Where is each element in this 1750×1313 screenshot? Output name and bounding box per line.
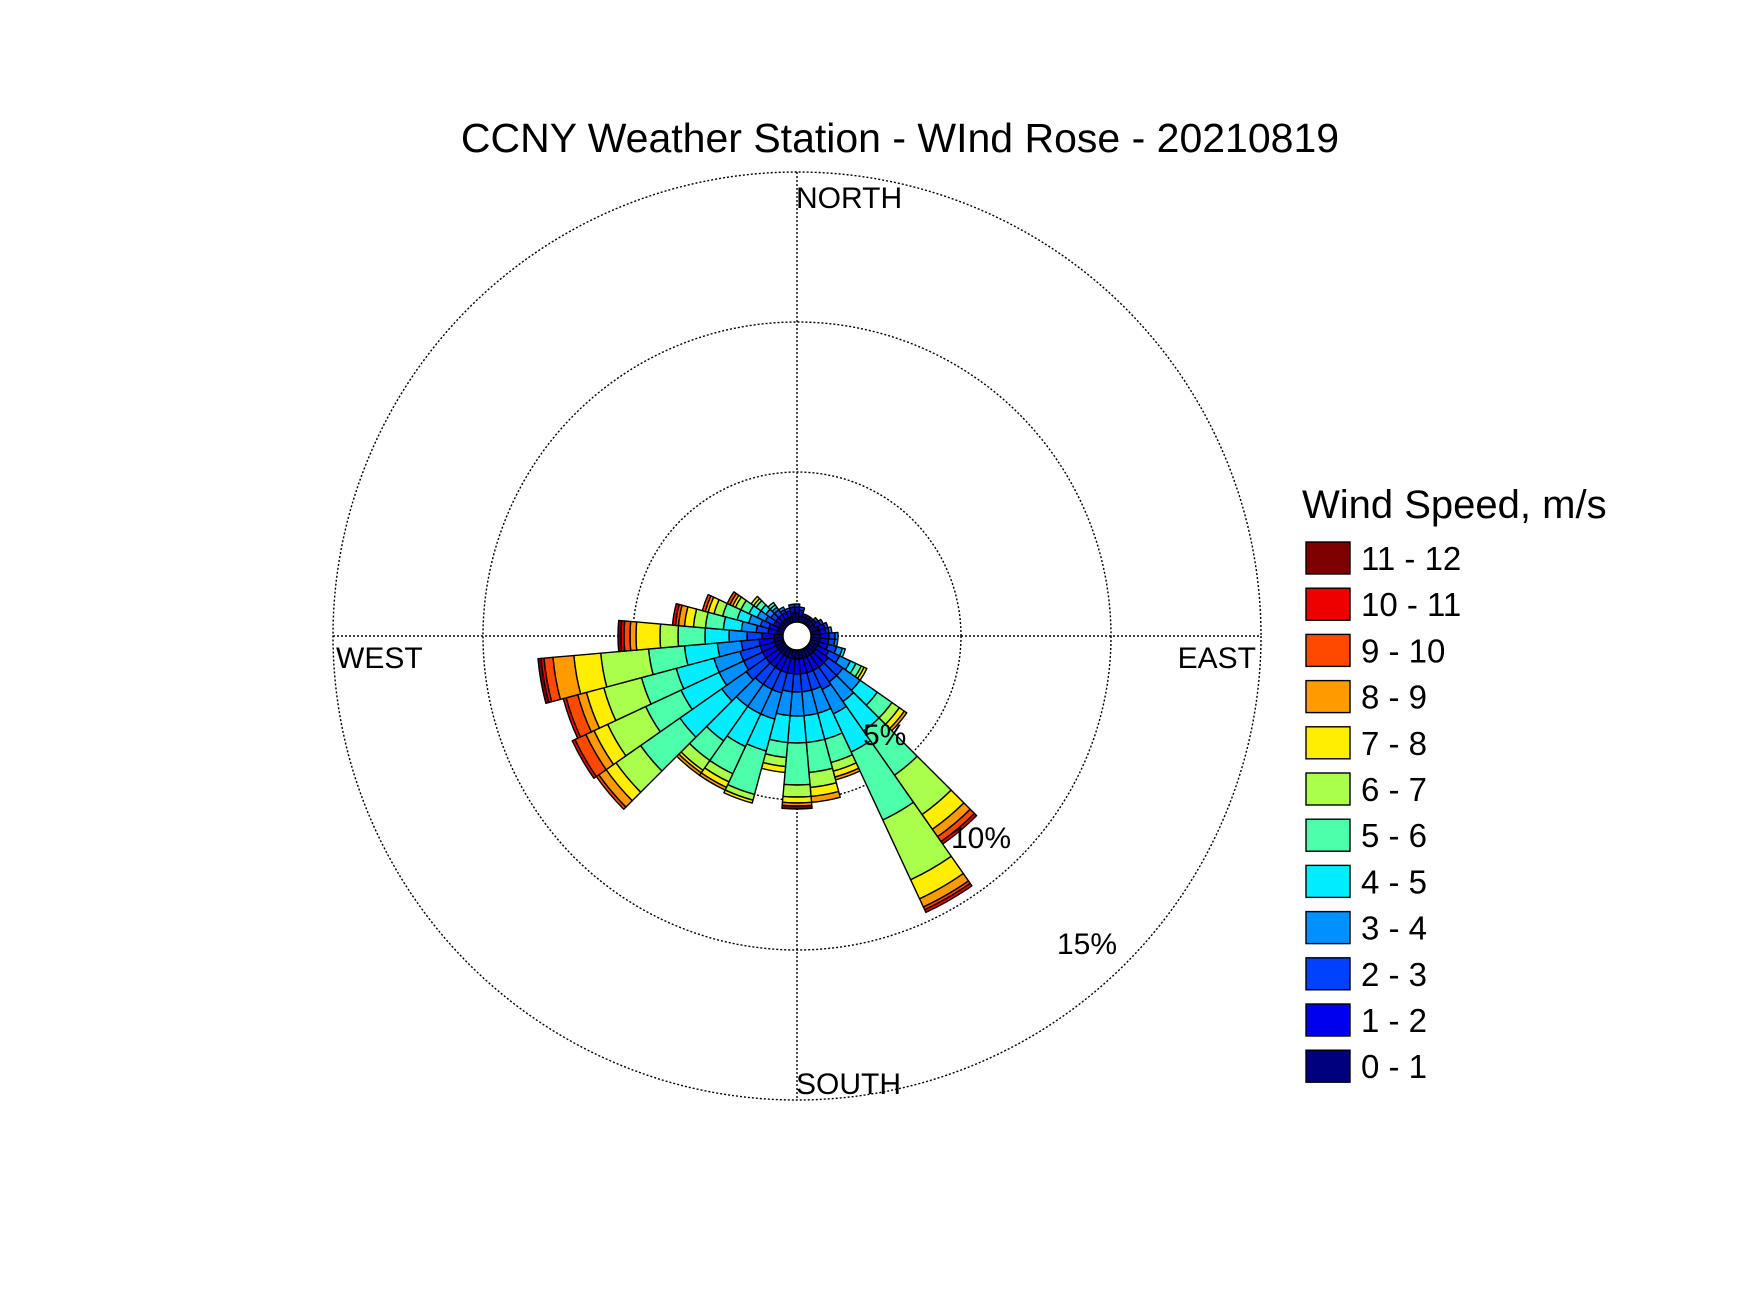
wedge-dir-180-bin-4: [786, 715, 808, 744]
wedge-dir-270-bin-11: [617, 619, 623, 653]
wedge-dir-260-bin-11: [537, 657, 550, 704]
legend-swatch-5-6: [1305, 818, 1351, 852]
legend-label-0-1: 0 - 1: [1361, 1048, 1427, 1085]
legend-swatch-6-7: [1305, 772, 1351, 806]
wedge-dir-90-bin-3: [834, 631, 839, 641]
legend-label-7-8: 7 - 8: [1361, 725, 1427, 762]
wedge-dir-150-bin-10: [923, 882, 973, 914]
legend-swatch-7-8: [1305, 726, 1351, 760]
legend-swatch-4-5: [1305, 864, 1351, 899]
legend-label-6-7: 6 - 7: [1361, 771, 1427, 808]
direction-label-east: EAST: [1178, 642, 1256, 675]
legend-swatch-9-10: [1305, 633, 1351, 668]
wedge-dir-290-bin-9: [701, 593, 712, 613]
wedge-dir-180-bin-11: [781, 804, 813, 810]
legend-swatch-2-3: [1305, 957, 1351, 991]
legend-label-8-9: 8 - 9: [1361, 679, 1427, 716]
legend-label-9-10: 9 - 10: [1361, 632, 1445, 669]
wedge-dir-240-bin-10: [571, 738, 598, 779]
wedge-dir-270-bin-7: [635, 621, 662, 651]
legend-title: Wind Speed, m/s: [1302, 483, 1607, 527]
legend-swatch-11-12: [1305, 541, 1351, 575]
wedge-dir-180-bin-6: [782, 783, 812, 798]
direction-label-south: SOUTH: [796, 1068, 901, 1101]
legend-label-4-5: 4 - 5: [1361, 863, 1427, 900]
wedge-dir-330-bin-3: [777, 606, 786, 613]
wedge-dir-280-bin-10: [671, 602, 680, 627]
wedge-dir-300-bin-9: [726, 591, 738, 606]
ring-label-10: 10%: [951, 822, 1011, 855]
wind-wedges: [537, 591, 978, 914]
legend-label-1-2: 1 - 2: [1361, 1002, 1427, 1039]
wedge-dir-270-bin-6: [659, 623, 680, 649]
wedge-dir-10-bin-2: [798, 606, 806, 612]
wedge-dir-180-bin-5: [783, 741, 811, 786]
legend-label-10-11: 10 - 11: [1361, 586, 1461, 623]
legend-swatch-8-9: [1305, 679, 1351, 714]
center-calm-circle: [782, 621, 812, 651]
legend-label-2-3: 2 - 3: [1361, 956, 1427, 993]
direction-label-north: NORTH: [796, 182, 902, 215]
legend-items: 11 - 12 10 - 11 9 - 10 8 - 9 7 - 8 6 - 7 5 - 6…: [1305, 540, 1461, 1085]
ring-label-15: 15%: [1057, 928, 1117, 961]
wedge-dir-270-bin-5: [677, 624, 707, 648]
chart-title: CCNY Weather Station - WInd Rose - 20210…: [461, 115, 1339, 161]
legend-label-3-4: 3 - 4: [1361, 910, 1427, 947]
wedge-dir-200-bin-7: [723, 789, 754, 804]
legend-label-5-6: 5 - 6: [1361, 817, 1427, 854]
legend-swatch-10-11: [1305, 587, 1351, 621]
wedge-dir-80-bin-3: [827, 626, 833, 634]
legend-swatch-0-1: [1305, 1049, 1351, 1083]
legend-swatch-1-2: [1305, 1003, 1351, 1037]
legend: Wind Speed, m/s 11 - 12 10 - 11 9 - 10 8 - …: [1302, 483, 1607, 1085]
legend-swatch-3-4: [1305, 910, 1351, 945]
wedge-dir-310-bin-7: [750, 595, 761, 607]
direction-label-west: WEST: [336, 642, 423, 675]
legend-label-11-12: 11 - 12: [1361, 540, 1461, 577]
wedge-dir-350-bin-2: [788, 603, 796, 609]
ring-label-5: 5%: [863, 719, 906, 752]
wedge-dir-320-bin-5: [767, 601, 776, 610]
